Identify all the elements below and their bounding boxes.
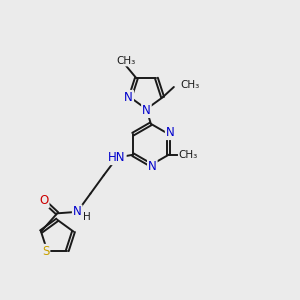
Text: N: N xyxy=(124,91,133,104)
Text: S: S xyxy=(42,245,50,258)
Text: N: N xyxy=(73,206,82,218)
Text: N: N xyxy=(142,104,151,117)
Text: H: H xyxy=(83,212,91,222)
Text: N: N xyxy=(148,160,157,173)
Text: N: N xyxy=(166,126,175,139)
Text: HN: HN xyxy=(108,151,126,164)
Text: CH₃: CH₃ xyxy=(180,80,200,90)
Text: O: O xyxy=(39,194,49,208)
Text: CH₃: CH₃ xyxy=(179,150,198,160)
Text: CH₃: CH₃ xyxy=(116,56,136,65)
